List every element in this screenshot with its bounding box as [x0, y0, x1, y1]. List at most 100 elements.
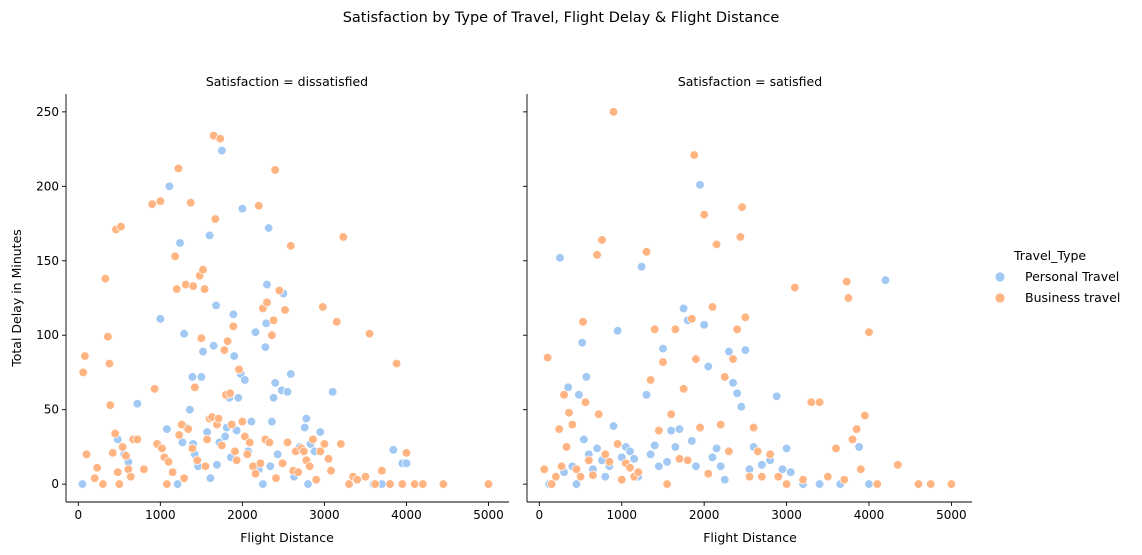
scatter-point	[352, 475, 362, 485]
scatter-point	[856, 464, 866, 474]
scatter-point	[926, 479, 936, 489]
scatter-point	[880, 275, 891, 285]
scatter-point	[556, 461, 567, 471]
y-tick-label: 0	[51, 477, 59, 491]
scatter-point	[658, 343, 668, 354]
legend-label-business: Business travel	[1025, 290, 1120, 305]
scatter-point	[311, 475, 321, 485]
scatter-point	[114, 479, 124, 489]
scatter-point	[575, 472, 586, 482]
scatter-point	[360, 472, 371, 482]
scatter-point	[98, 479, 108, 489]
scatter-point	[179, 329, 189, 339]
scatter-point	[100, 273, 111, 284]
scatter-point	[604, 457, 615, 467]
scatter-point	[80, 351, 90, 361]
scatter-point	[230, 446, 240, 457]
scatter-point	[847, 434, 858, 445]
scatter-point	[105, 400, 115, 410]
scatter-point	[711, 239, 722, 250]
scatter-point	[740, 312, 751, 323]
scatter-point	[250, 327, 261, 337]
scatter-point	[551, 472, 561, 482]
facet-dissatisfied: Satisfaction = dissatisfied Total Delay …	[9, 74, 509, 545]
scatter-point	[192, 455, 202, 465]
scatter-point	[798, 475, 808, 485]
scatter-point	[196, 372, 207, 382]
scatter-point	[233, 393, 243, 403]
scatter-point	[588, 470, 598, 480]
scatter-point	[268, 393, 279, 403]
scatter-point	[217, 440, 227, 451]
scatter-point	[220, 431, 230, 442]
scatter-point	[162, 424, 172, 434]
scatter-point	[720, 475, 730, 485]
facet-satisfied: Satisfaction = satisfied Flight Distance…	[523, 74, 972, 545]
scatter-point	[860, 410, 870, 421]
scatter-point	[650, 440, 660, 451]
scatter-point	[213, 413, 224, 424]
scatter-point	[567, 419, 577, 430]
x-tick-label: 1000	[145, 508, 176, 522]
x-tick-label: 4000	[391, 508, 422, 522]
y-axis-label: Total Delay in Minutes	[9, 229, 24, 368]
scatter-point	[286, 369, 296, 379]
scatter-point	[711, 443, 722, 454]
scatter-point	[401, 458, 412, 468]
scatter-point	[240, 431, 250, 442]
scatter-point	[913, 479, 924, 489]
scatter-point	[155, 314, 165, 324]
scatter-point	[175, 238, 185, 248]
scatter-point	[554, 424, 564, 434]
scatter-point	[777, 464, 788, 474]
scatter-point	[578, 317, 588, 327]
scatter-point	[946, 479, 957, 489]
scatter-point	[132, 434, 143, 445]
x-tick-label: 0	[536, 508, 544, 522]
scatter-point	[608, 421, 619, 431]
scatter-point	[831, 443, 841, 454]
scatter-point	[267, 416, 277, 427]
scatter-point	[864, 479, 874, 489]
scatter-point	[262, 297, 272, 308]
scatter-point	[242, 449, 252, 460]
scatter-point	[219, 345, 229, 355]
scatter-point	[196, 333, 207, 343]
scatter-point	[542, 352, 553, 363]
scatter-point	[254, 201, 264, 211]
scatter-point	[772, 391, 782, 401]
scatter-point	[641, 247, 652, 257]
x-tick-label: 5000	[473, 508, 504, 522]
scatter-point	[268, 315, 279, 325]
legend-label-personal: Personal Travel	[1025, 269, 1119, 284]
scatter-point	[757, 460, 767, 470]
scatter-point	[170, 251, 180, 261]
scatter-point	[198, 265, 208, 275]
scatter-point	[217, 145, 227, 156]
scatter-point	[757, 472, 767, 482]
scatter-point	[301, 413, 312, 424]
scatter-point	[645, 375, 656, 385]
scatter-point	[245, 437, 255, 448]
scatter-point	[234, 364, 244, 375]
scatter-point	[270, 378, 280, 388]
scatter-point	[633, 467, 643, 477]
scatter-point	[823, 472, 833, 482]
scatter-point	[703, 361, 713, 372]
scatter-point	[332, 317, 342, 327]
x-tick-label: 3000	[771, 508, 802, 522]
scatter-point	[215, 134, 225, 144]
scatter-point	[687, 314, 697, 324]
scatter-point	[177, 419, 187, 430]
scatter-point	[262, 279, 272, 290]
scatter-point	[695, 422, 705, 433]
series-business-travel	[78, 131, 494, 489]
legend: Travel_Type Personal Travel Business tra…	[994, 248, 1120, 305]
scatter-point	[724, 446, 734, 457]
scatter-point	[187, 443, 197, 454]
scatter-point	[305, 461, 315, 471]
scatter-point	[740, 345, 751, 355]
scatter-point	[344, 479, 354, 489]
scatter-point	[237, 204, 248, 214]
scatter-point	[629, 454, 639, 464]
